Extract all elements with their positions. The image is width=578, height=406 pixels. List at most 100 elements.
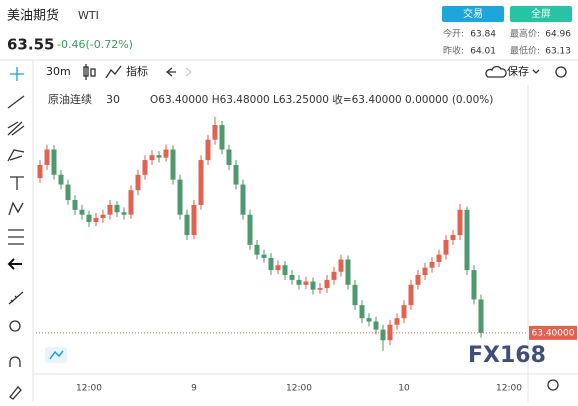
fullscreen-button-label[interactable]: 全屏 [531, 7, 551, 20]
x-tick-label: 12:00 [286, 384, 312, 394]
brush-tool[interactable] [7, 149, 25, 162]
cloud-icon[interactable] [485, 65, 507, 78]
logo-button[interactable] [45, 347, 67, 363]
candle-body [310, 281, 316, 290]
candle-body [352, 284, 358, 306]
change: -0.46(-0.72%) [57, 38, 133, 51]
text-tool[interactable] [10, 176, 24, 190]
candle-body [135, 174, 141, 191]
candle-body [282, 265, 288, 276]
candle-body [170, 149, 176, 180]
candle-icon[interactable] [83, 64, 96, 80]
candle-body [457, 209, 463, 236]
candle-body [226, 149, 232, 165]
trade-button[interactable] [442, 6, 504, 22]
candle-body [359, 305, 365, 319]
logo-icon [49, 350, 64, 360]
settings[interactable] [555, 66, 567, 78]
interval[interactable]: 30m [46, 65, 71, 78]
x-tick-label: 10 [398, 384, 410, 394]
candle-body [471, 270, 477, 300]
candle-body [51, 149, 57, 175]
line-tool[interactable] [7, 95, 25, 109]
magnet-tool[interactable] [9, 356, 21, 367]
candle-body [177, 179, 183, 215]
candle-body [184, 214, 190, 236]
crosshair-tool[interactable] [10, 67, 24, 81]
indicators[interactable]: 指标 [126, 64, 148, 78]
back-tool[interactable] [7, 258, 22, 270]
stat-value: 63.84 [470, 30, 496, 40]
last-price-label: 63.40000 [532, 328, 575, 338]
candle-body [163, 149, 169, 158]
candle-body [128, 190, 134, 215]
x-tick-label: 12:00 [496, 384, 522, 394]
axis-settings[interactable] [547, 379, 559, 391]
candle-body [429, 261, 435, 268]
fib-tool[interactable] [7, 121, 25, 136]
price: 63.55 [7, 36, 54, 54]
indicator-icon[interactable] [105, 65, 122, 79]
stat-value: 64.96 [545, 30, 571, 40]
candle-body [401, 305, 407, 319]
title: 美油期货 [7, 8, 59, 24]
candle-body [191, 204, 197, 236]
candle-body [303, 281, 309, 285]
ohlc-readout: O63.40000 H63.48000 L63.25000 收=63.40000… [150, 93, 493, 106]
candle-body [422, 267, 428, 276]
candle-body [100, 214, 106, 218]
ruler-tool[interactable] [8, 291, 24, 305]
stat-label: 最低价: [510, 45, 540, 57]
candle-body [107, 204, 113, 215]
x-tick-label: 9 [191, 384, 197, 394]
candle-body [156, 155, 162, 158]
undo[interactable] [165, 67, 176, 77]
candle-body [296, 279, 302, 285]
series-name: 原油连续 [48, 92, 92, 106]
candle-body [275, 265, 281, 271]
candle-body [415, 275, 421, 285]
candle-body [149, 155, 155, 161]
candle-body [254, 244, 260, 255]
stat-label: 昨收: [443, 45, 464, 57]
candle-body [247, 214, 253, 245]
candle-body [345, 259, 351, 285]
candle-body [240, 184, 246, 215]
candle-body [44, 149, 50, 165]
candle-body [79, 209, 85, 215]
series-interval: 30 [106, 93, 120, 106]
fullscreen-button[interactable] [510, 6, 572, 22]
candle-body [464, 209, 470, 271]
candle-body [324, 279, 330, 289]
symbol: WTI [78, 9, 99, 22]
lock-tool[interactable] [9, 386, 22, 400]
watermark: FX168 [468, 343, 546, 368]
trade-button-label[interactable]: 交易 [463, 7, 483, 20]
candle-body [268, 257, 274, 271]
candle-body [338, 259, 344, 272]
candle-body [58, 174, 64, 185]
stat-label: 最高价: [510, 28, 540, 40]
candle-body [86, 214, 92, 223]
candle-body [114, 204, 120, 213]
stat-value: 63.13 [545, 47, 571, 57]
redo[interactable] [185, 67, 192, 77]
zoom-tool[interactable] [9, 320, 21, 332]
candle-body [436, 254, 442, 262]
last-price-tag [529, 325, 577, 340]
measure-tool[interactable] [8, 229, 24, 245]
candle-body [373, 321, 379, 330]
pattern-tool[interactable] [8, 201, 24, 216]
candle-body [366, 318, 372, 322]
save[interactable]: 保存 [507, 64, 529, 78]
candle-body [408, 284, 414, 306]
stat-label: 今开: [443, 28, 464, 40]
candle-body [37, 164, 43, 179]
candle-body [478, 299, 484, 333]
candle-body [233, 164, 239, 185]
candle-body [212, 125, 218, 140]
candle-body [317, 288, 323, 290]
candle-body [261, 254, 267, 258]
dropdown[interactable] [532, 69, 540, 74]
